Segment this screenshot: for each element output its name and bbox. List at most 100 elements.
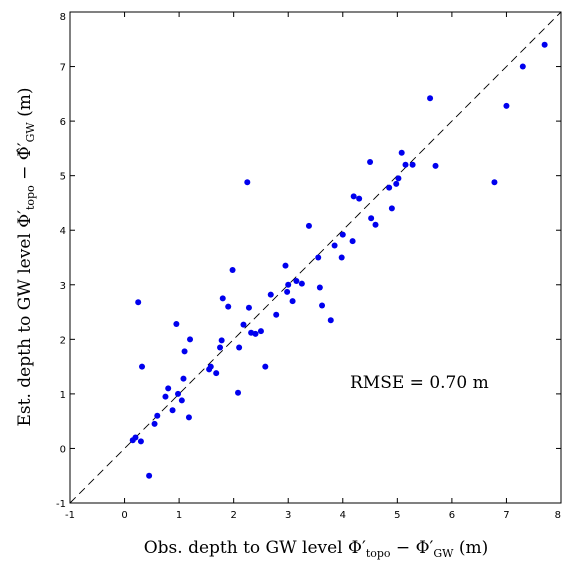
x-tick-label: 8: [555, 510, 561, 521]
data-point: [432, 162, 439, 169]
y-axis-title: Est. depth to GW level Φ′topo − Φ̂′GW (m…: [15, 88, 37, 427]
data-point: [393, 180, 400, 187]
y-axis-title-symbol: Φ′: [15, 210, 35, 228]
y-tick-label: 2: [60, 335, 66, 346]
data-point: [315, 254, 322, 261]
y-tick-label: 4: [60, 226, 66, 237]
data-point: [338, 254, 345, 261]
data-point: [427, 95, 434, 102]
rmse-annotation: RMSE = 0.70 m: [350, 373, 489, 393]
data-point: [244, 179, 251, 186]
data-point: [398, 149, 405, 156]
data-point: [388, 205, 395, 212]
data-point: [285, 281, 292, 288]
data-point: [162, 393, 169, 400]
y-tick-label: 7: [60, 63, 66, 74]
data-point: [289, 298, 296, 305]
data-point: [181, 348, 188, 355]
data-point: [282, 262, 289, 269]
y-tick-label: 3: [60, 281, 66, 292]
y-axis-title-sub1: topo: [24, 185, 37, 210]
y-tick-label: 5: [60, 172, 66, 183]
data-point: [367, 159, 374, 166]
data-point: [236, 344, 243, 351]
data-point: [349, 238, 356, 245]
data-point: [402, 161, 409, 168]
data-point: [180, 375, 187, 382]
data-point: [225, 303, 232, 310]
x-tick-label: 4: [340, 510, 346, 521]
y-axis-title-sub2: GW: [24, 122, 37, 143]
y-tick-label: 8: [60, 12, 66, 23]
x-axis-title: Obs. depth to GW level Φ′topo − Φ′GW (m): [144, 538, 489, 560]
data-point: [235, 389, 242, 396]
data-point: [331, 242, 338, 249]
data-point: [245, 304, 252, 311]
data-point: [217, 344, 224, 351]
data-point: [519, 63, 526, 70]
x-tick-label: -1: [65, 510, 75, 521]
data-point: [541, 41, 548, 48]
data-point: [298, 280, 305, 287]
data-point: [327, 317, 334, 324]
data-point: [503, 102, 510, 109]
data-point: [213, 370, 220, 377]
y-axis-title-minus: − Φ̂′: [15, 142, 35, 185]
x-tick-label: 5: [394, 510, 400, 521]
data-point: [372, 221, 379, 228]
data-point: [229, 267, 236, 274]
data-point: [284, 288, 291, 295]
data-point: [146, 472, 153, 479]
data-point: [262, 363, 269, 370]
x-axis-title-sub1: topo: [366, 547, 391, 560]
x-axis-title-symbol: Φ′: [348, 538, 366, 558]
data-point: [151, 420, 158, 427]
data-point: [218, 337, 225, 344]
x-tick-label: 6: [449, 510, 455, 521]
data-point: [207, 363, 214, 370]
data-point: [252, 330, 259, 337]
x-tick-label: 7: [503, 510, 509, 521]
y-tick-label: 6: [60, 117, 66, 128]
data-point: [257, 328, 264, 335]
y-axis-title-prefix: Est. depth to GW level: [15, 228, 35, 427]
data-point: [491, 179, 498, 186]
x-tick-label: 3: [285, 510, 291, 521]
data-point: [368, 215, 375, 222]
x-tick-label: 0: [121, 510, 127, 521]
identity-reference-line: [69, 11, 562, 504]
data-point: [175, 390, 182, 397]
data-point: [139, 363, 146, 370]
data-point: [339, 231, 346, 238]
y-tick-label: 1: [60, 390, 66, 401]
data-point: [173, 321, 180, 328]
data-point: [350, 193, 357, 200]
y-tick-label: -1: [56, 499, 66, 510]
data-points: [129, 41, 548, 479]
data-point: [316, 284, 323, 291]
x-axis-title-prefix: Obs. depth to GW level: [144, 538, 348, 558]
data-point: [305, 222, 312, 229]
data-point: [154, 412, 161, 419]
data-point: [169, 407, 176, 414]
data-point: [135, 299, 142, 306]
data-point: [165, 385, 172, 392]
x-tick-label: 1: [176, 510, 182, 521]
x-axis-title-minus: − Φ′: [391, 538, 434, 558]
y-axis-title-unit: (m): [15, 88, 35, 123]
data-point: [319, 302, 326, 309]
plot-frame: [69, 11, 562, 504]
data-point: [386, 184, 393, 191]
data-point: [267, 291, 274, 298]
data-point: [178, 397, 185, 404]
data-point: [409, 161, 416, 168]
data-point: [185, 414, 192, 421]
data-point: [132, 434, 139, 441]
data-point: [356, 195, 363, 202]
data-point: [240, 321, 247, 328]
data-point: [293, 277, 300, 284]
x-axis-title-sub2: GW: [433, 547, 454, 560]
x-axis-title-unit: (m): [453, 538, 488, 558]
